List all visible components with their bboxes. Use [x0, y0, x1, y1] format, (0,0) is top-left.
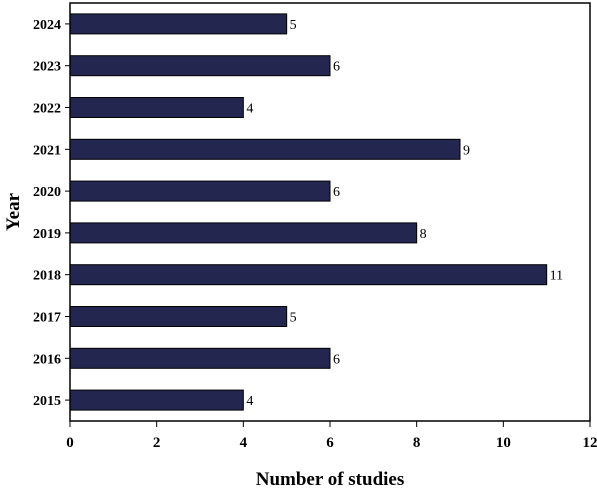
y-tick-label-2020: 2020 — [33, 185, 61, 200]
y-tick-label-2021: 2021 — [33, 143, 61, 158]
bar-2021 — [70, 139, 460, 159]
y-tick-label-2015: 2015 — [33, 394, 61, 409]
data-label-2019: 8 — [420, 227, 427, 242]
x-tick-label-4: 4 — [240, 435, 248, 451]
data-label-2015: 4 — [246, 394, 253, 409]
bar-2019 — [70, 223, 417, 243]
bar-2022 — [70, 98, 243, 118]
data-label-2024: 5 — [290, 18, 297, 33]
x-tick-label-6: 6 — [326, 435, 334, 451]
data-label-2021: 9 — [463, 143, 470, 158]
y-tick-label-2016: 2016 — [33, 352, 61, 367]
bar-2024 — [70, 14, 287, 34]
bar-2020 — [70, 181, 330, 201]
y-tick-label-2024: 2024 — [33, 18, 61, 33]
data-label-2016: 6 — [333, 352, 340, 367]
y-tick-label-2017: 2017 — [33, 311, 61, 326]
bar-2017 — [70, 307, 287, 327]
data-label-2022: 4 — [246, 102, 253, 117]
bar-group — [70, 14, 547, 410]
bar-2015 — [70, 390, 243, 410]
data-label-2023: 6 — [333, 60, 340, 75]
data-label-2020: 6 — [333, 185, 340, 200]
y-tick-label-2022: 2022 — [33, 102, 61, 117]
x-tick-group: 0 2 4 6 8 10 12 — [66, 421, 597, 451]
bar-2023 — [70, 56, 330, 76]
y-tick-label-2019: 2019 — [33, 227, 61, 242]
y-tick-label-2023: 2023 — [33, 60, 61, 75]
x-tick-label-12: 12 — [583, 435, 597, 451]
x-axis-title: Number of studies — [256, 469, 405, 490]
y-tick-group: 2024 2023 2022 2021 2020 2019 2018 2017 2016 2015 — [33, 18, 70, 409]
data-label-2017: 5 — [290, 311, 297, 326]
bar-2018 — [70, 265, 547, 285]
x-tick-label-8: 8 — [413, 435, 421, 451]
bar-2016 — [70, 348, 330, 368]
x-tick-label-0: 0 — [66, 435, 74, 451]
x-tick-label-10: 10 — [496, 435, 511, 451]
y-axis-title: Year — [3, 192, 24, 231]
x-tick-label-2: 2 — [153, 435, 161, 451]
data-label-2018: 11 — [550, 269, 563, 284]
y-tick-label-2018: 2018 — [33, 269, 61, 284]
